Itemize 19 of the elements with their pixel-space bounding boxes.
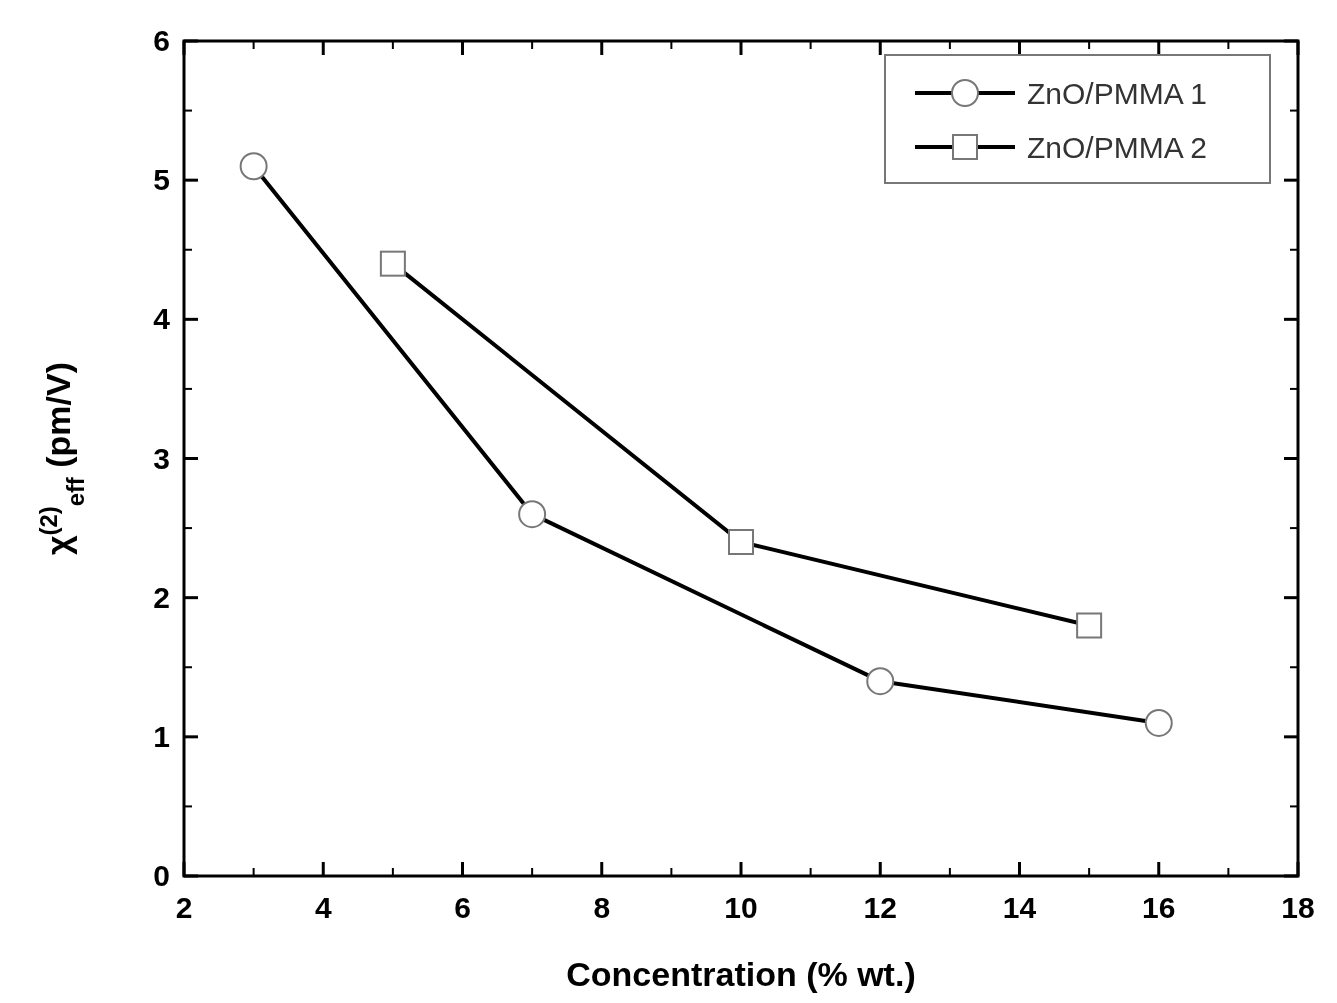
x-tick-label: 8	[593, 891, 611, 924]
x-axis-title: Concentration (% wt.)	[566, 955, 916, 993]
x-tick-label: 10	[724, 891, 758, 924]
x-tick-label: 14	[1002, 891, 1037, 924]
x-tick-label: 4	[314, 891, 332, 924]
x-tick-label: 6	[454, 891, 471, 924]
y-tick-label: 5	[153, 163, 170, 197]
y-tick-label: 2	[153, 580, 170, 614]
y-tick-label: 3	[153, 441, 170, 475]
y-tick-label: 4	[153, 302, 171, 336]
x-tick-label: 12	[863, 891, 897, 924]
x-tick-label: 18	[1281, 891, 1315, 924]
legend-label: ZnO/PMMA 1	[1027, 77, 1208, 110]
y-tick-label: 0	[153, 859, 170, 892]
y-tick-label: 1	[153, 719, 170, 753]
x-tick-label: 2	[175, 891, 193, 924]
legend-label: ZnO/PMMA 2	[1027, 131, 1208, 164]
y-tick-label: 6	[153, 24, 170, 57]
x-tick-label: 16	[1142, 891, 1176, 924]
